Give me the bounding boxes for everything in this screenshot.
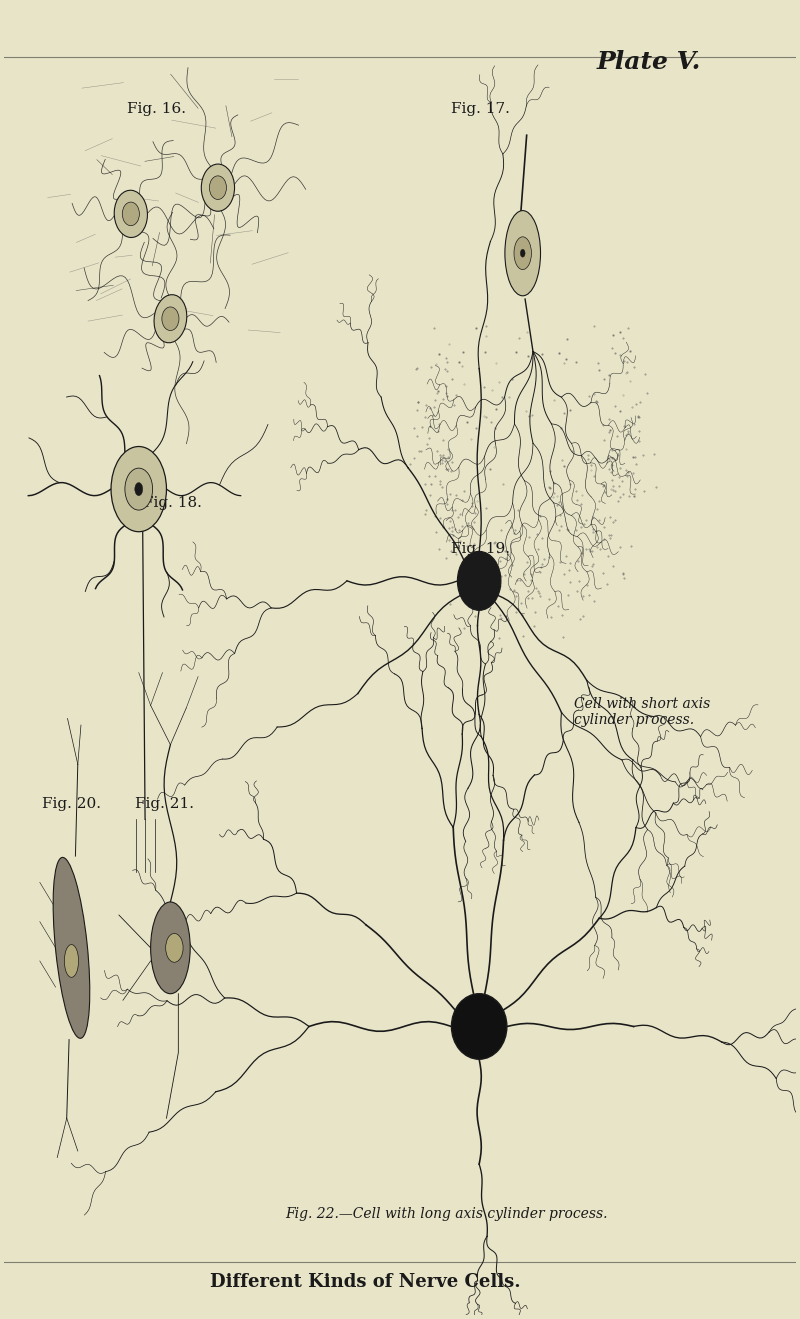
Ellipse shape	[122, 202, 139, 226]
Ellipse shape	[150, 902, 190, 993]
Ellipse shape	[53, 857, 90, 1038]
Ellipse shape	[134, 483, 142, 496]
Text: Fig. 18.: Fig. 18.	[142, 496, 202, 509]
Ellipse shape	[514, 237, 531, 269]
Text: Fig. 17.: Fig. 17.	[451, 103, 510, 116]
Text: Fig. 22.—Cell with long axis cylinder process.: Fig. 22.—Cell with long axis cylinder pr…	[286, 1207, 608, 1221]
Ellipse shape	[451, 993, 507, 1059]
Ellipse shape	[202, 164, 234, 211]
Ellipse shape	[162, 307, 179, 331]
Ellipse shape	[154, 294, 186, 343]
Text: Fig. 16.: Fig. 16.	[127, 103, 186, 116]
Text: Fig. 20.: Fig. 20.	[42, 797, 101, 811]
Ellipse shape	[210, 175, 226, 199]
Ellipse shape	[114, 190, 147, 237]
Text: Fig. 19.: Fig. 19.	[451, 542, 510, 555]
Ellipse shape	[505, 211, 541, 295]
Text: Cell with short axis
cylinder process.: Cell with short axis cylinder process.	[574, 696, 710, 727]
Ellipse shape	[125, 468, 153, 510]
Ellipse shape	[520, 249, 525, 257]
Ellipse shape	[64, 944, 78, 977]
Ellipse shape	[458, 551, 501, 611]
Text: Plate V.: Plate V.	[597, 50, 701, 74]
Ellipse shape	[111, 447, 166, 532]
Text: Fig. 21.: Fig. 21.	[134, 797, 194, 811]
Ellipse shape	[166, 934, 183, 963]
Text: Different Kinds of Nerve Cells.: Different Kinds of Nerve Cells.	[210, 1273, 521, 1291]
